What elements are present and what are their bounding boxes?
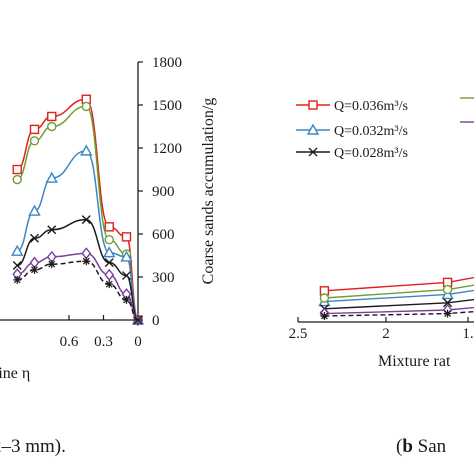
left-series-3-point-3: [81, 215, 91, 225]
mixture-ratio-chart: 2.5 2 1. Q=0.036m³/s Q=0.032m³/s Q=0.028m³/s…: [289, 97, 474, 370]
left-x-tick-label: 0: [134, 334, 142, 350]
left-series-5-point-5: [122, 295, 131, 304]
left-series-5-point-3: [82, 257, 91, 266]
right-series-3-point-1: [442, 284, 453, 295]
left-series-5-point-4: [105, 280, 114, 289]
left-series-0-point-2: [47, 111, 57, 122]
legend-label-2: Q=0.028m³/s: [334, 146, 408, 161]
left-y-tick-label: 0: [152, 313, 160, 329]
left-series-5-point-0: [13, 275, 22, 284]
legend-label-0: Q=0.036m³/s: [334, 99, 408, 114]
legend-marker-1: [306, 123, 320, 135]
left-series-0-point-5: [121, 232, 132, 242]
left-y-ticks: 0 300 600 900 1200 1500 1800: [138, 55, 182, 329]
left-series-3-point-5: [122, 271, 131, 281]
left-series-4-point-4: [104, 268, 115, 281]
left-series-1-point-3: [81, 101, 91, 112]
left-x-ticks: 0.6 0.3 0: [60, 315, 142, 350]
left-series-5-point-6: [134, 316, 142, 324]
legend-label-1: Q=0.032m³/s: [334, 124, 408, 139]
right-x-ticks: 2.5 2 1.: [289, 317, 474, 342]
left-series-2-point-3: [80, 144, 93, 156]
right-series-group: [318, 276, 474, 320]
left-series-3-point-4: [104, 258, 114, 268]
right-series-5-point-1: [443, 309, 452, 318]
coarse-sands-chart: 0 300 600 900 1200 1500 1800 0.6 0.3 0 Coarse sa…: [0, 55, 217, 382]
left-series-group: [11, 94, 145, 327]
right-x-tick-label: 2: [382, 326, 390, 342]
right-x-tick-label: 2.5: [289, 326, 308, 342]
left-series-4-point-3: [81, 247, 92, 260]
legend-marker-0: [308, 100, 318, 110]
right-series-2-point-1: [443, 298, 453, 308]
caption-right-rest: San: [412, 436, 447, 457]
left-series-5-point-1: [30, 265, 39, 274]
caption-left: 2–3 mm).: [0, 436, 66, 458]
left-y-tick-label: 600: [152, 227, 175, 243]
left-series-2-point-4: [103, 246, 116, 258]
left-series-1-point-2: [47, 121, 57, 132]
left-series-2-point-5: [120, 250, 133, 262]
caption-left-text: 2–3 mm).: [0, 436, 66, 457]
left-series-0-point-0: [12, 164, 22, 175]
legend: Q=0.036m³/s Q=0.032m³/s Q=0.028m³/s: [296, 97, 474, 161]
left-series-2-point-1: [28, 204, 41, 216]
left-series-0-point-1: [29, 124, 40, 135]
left-series-1-point-0: [12, 174, 22, 185]
left-series-5-point-2: [47, 260, 56, 269]
left-y-tick-label: 1800: [152, 55, 182, 71]
left-y-tick-label: 1500: [152, 98, 182, 114]
left-series-2-point-0: [11, 244, 24, 256]
legend-marker-2: [308, 147, 318, 157]
right-series-5-point-0: [320, 312, 329, 320]
right-x-tick-label: 1.: [462, 326, 473, 342]
right-series-3-point-0: [319, 293, 330, 303]
left-series-3-point-1: [30, 233, 39, 243]
left-x-axis-label: fine η: [0, 365, 30, 382]
left-series-1-point-1: [29, 136, 40, 146]
left-x-tick-label: 0.6: [60, 334, 79, 350]
left-series-0-point-4: [104, 222, 114, 232]
left-series-1-point-4: [104, 235, 114, 245]
left-y-tick-label: 900: [152, 184, 175, 200]
left-y-tick-label: 1200: [152, 141, 182, 157]
caption-right: (b San: [396, 436, 446, 458]
caption-right-open: (: [396, 436, 403, 457]
left-series-3-point-2: [47, 225, 57, 235]
left-series-2-point-2: [45, 171, 58, 183]
left-y-tick-label: 300: [152, 270, 175, 286]
left-x-tick-label: 0.3: [94, 334, 113, 350]
caption-right-bold: b: [402, 436, 413, 457]
right-x-axis-label: Mixture rat: [378, 353, 451, 370]
left-y-axis-label: Coarse sands accumulation/g: [200, 98, 217, 285]
left-series-3-point-0: [12, 261, 22, 271]
